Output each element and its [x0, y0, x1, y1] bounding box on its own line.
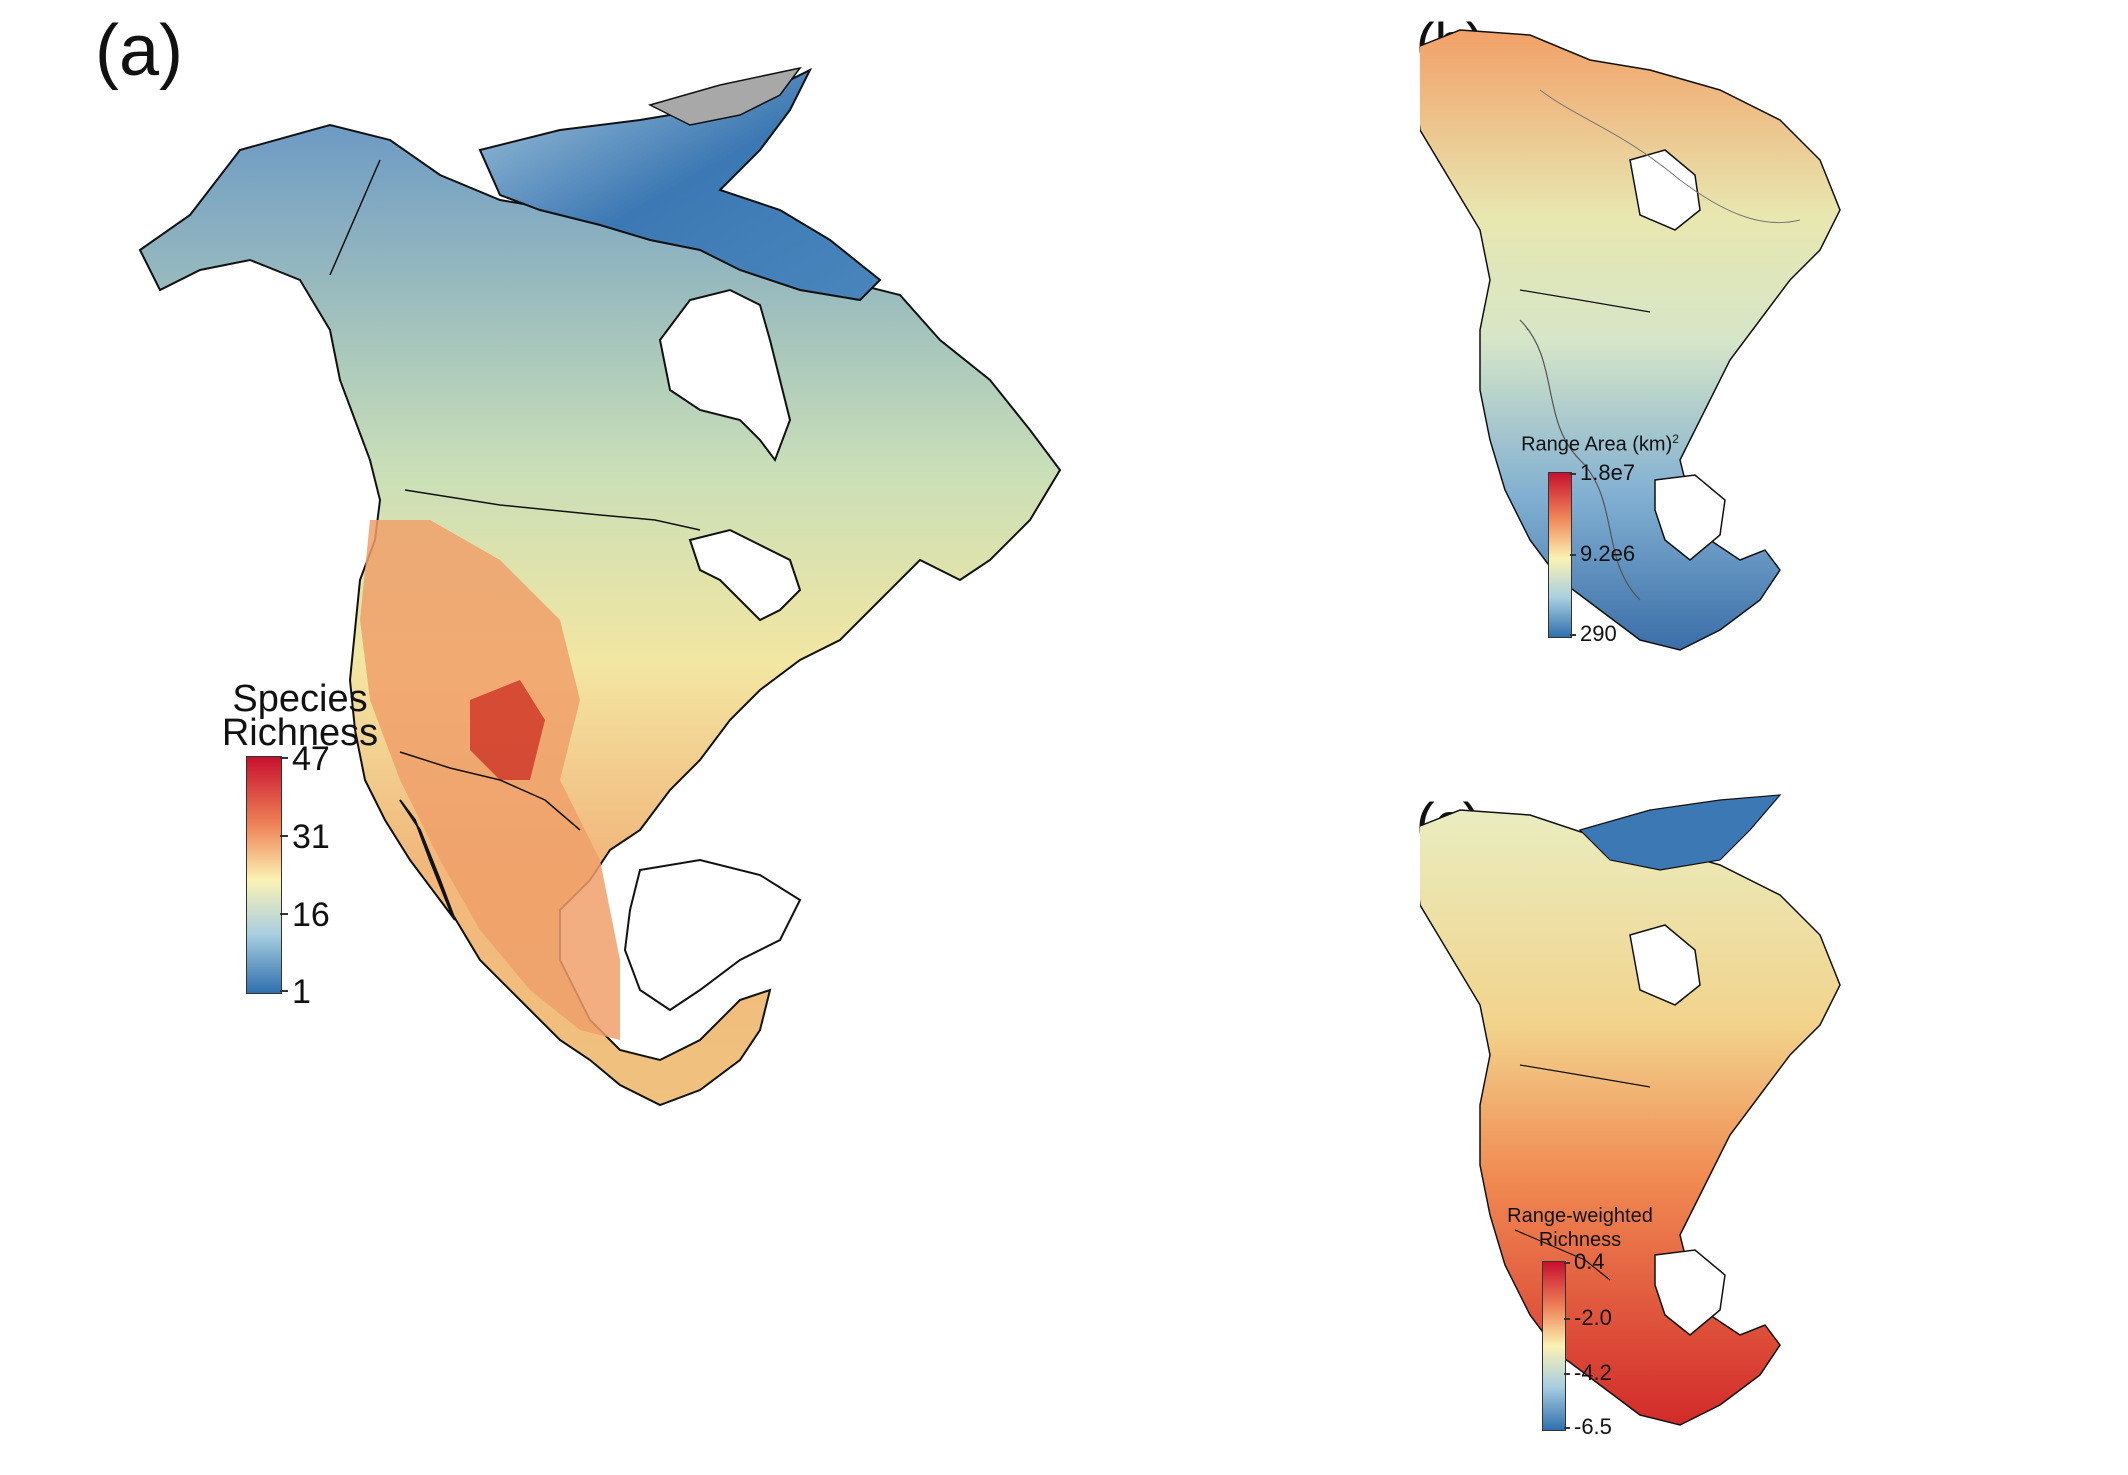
us-mexico-border-c: [1514, 1229, 1611, 1281]
gulf-b: [1654, 474, 1726, 561]
legend-b-title: Range Area (km)2: [1521, 432, 1679, 456]
gulf-c: [1654, 1249, 1726, 1336]
us-canada-border-b: [1519, 289, 1651, 313]
legend-a-tick-16: 16: [292, 896, 330, 934]
legend-a-tick-max: 47: [292, 740, 330, 778]
panel-a-label: (a): [95, 11, 183, 91]
panel-b: (b) Range Area (km)2 1.8e7 9.2e6 290: [1416, 0, 2128, 720]
legend-c-title-line2: Richness: [1538, 1229, 1622, 1251]
legend-c-tick-min: -6.5: [1574, 1414, 1612, 1439]
legend-a-title-line2: Richness: [221, 712, 379, 754]
legend-range-weighted-richness: Range-weighted Richness 0.4 -2.0 -4.2 -6…: [1507, 1205, 1820, 1475]
alaska-border: [329, 159, 381, 276]
hudson-bay: [658, 288, 792, 463]
map-species-richness: [138, 66, 1062, 1107]
legend-species-richness: Species Richness 47 31 16 1: [222, 668, 440, 1011]
legend-b-tick-min: 290: [1580, 621, 1617, 646]
greenland-edge: [647, 66, 802, 126]
legend-c-tick-max: 0.4: [1574, 1249, 1605, 1274]
us-mexico-border: [399, 751, 581, 831]
panel-a: (a): [95, 11, 1062, 1107]
arctic-c: [1578, 794, 1782, 871]
legend-b-tick-max: 1.8e7: [1580, 460, 1636, 485]
legend-a-tick-min: 1: [292, 973, 311, 1011]
gulf-of-mexico: [623, 858, 802, 1012]
landmass-b: [1420, 29, 1841, 651]
legend-b-colorbar: [1548, 472, 1572, 638]
legend-range-area: Range Area (km)2 1.8e7 9.2e6 290: [1520, 420, 1820, 660]
panel-c: (c) Range-weighted Richness 0.4 -2.0 -4.…: [1416, 790, 2128, 1475]
legend-b-tick-mid: 9.2e6: [1580, 541, 1636, 566]
landmass-north-america: [138, 123, 1062, 1107]
hudson-bay-c: [1629, 924, 1701, 1006]
legend-a-tick-31: 31: [292, 818, 330, 856]
legend-c-tick-2: -2.0: [1574, 1305, 1612, 1330]
hudson-bay-b: [1629, 149, 1701, 231]
contour-b2: [1539, 89, 1801, 224]
legend-a-colorbar: [246, 756, 282, 994]
legend-c-title-line1: Range-weighted: [1507, 1205, 1653, 1227]
map-range-area: [1420, 29, 1841, 651]
southwest-hotspot: [360, 520, 620, 1040]
us-canada-border-c: [1519, 1064, 1651, 1088]
legend-a-title-line1: Species: [232, 678, 368, 720]
legend-c-colorbar: [1542, 1261, 1566, 1431]
great-lakes: [688, 528, 802, 622]
map-range-weighted-richness: [1420, 794, 1841, 1426]
us-canada-border: [404, 489, 701, 531]
legend-c-tick-3: -4.2: [1574, 1360, 1612, 1385]
rockies-hotspot: [470, 680, 545, 780]
contour-b: [1519, 319, 1641, 601]
landmass-c: [1420, 809, 1841, 1426]
